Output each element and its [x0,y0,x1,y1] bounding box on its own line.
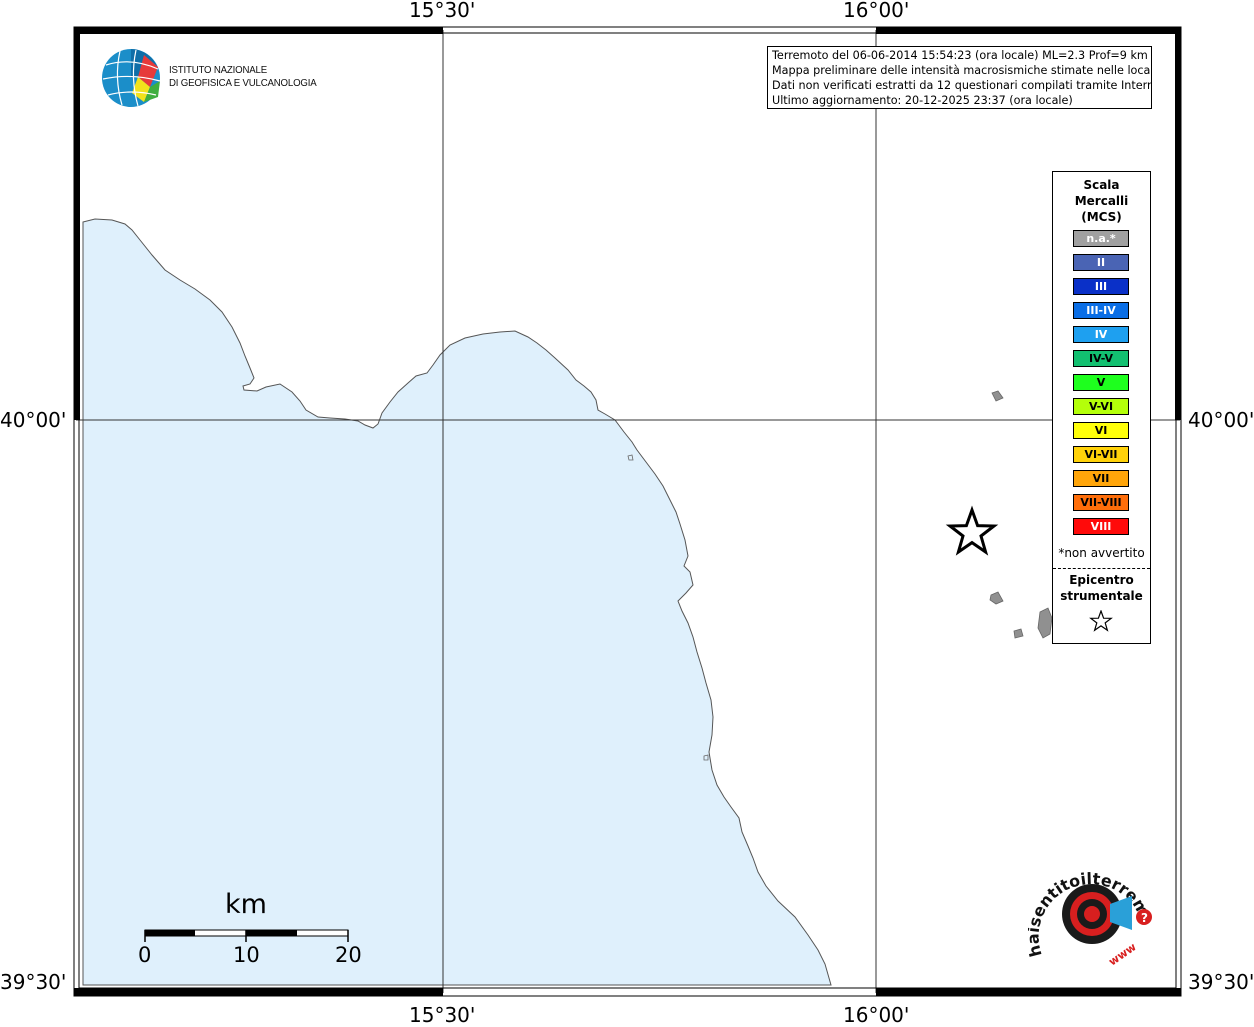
event-info-line2: Mappa preliminare delle intensità macros… [772,64,1151,77]
legend-epicenter-line2: strumentale [1060,589,1143,603]
ingv-name-line2: DI GEOFISICA E VULCANOLOGIA [169,77,317,89]
island [989,591,1004,605]
legend-title-line2: Mercalli [1074,194,1129,208]
lat-label-right-4000: 40°00' [1188,408,1254,432]
lon-label-bottom-1600: 16°00' [843,1003,910,1027]
lon-label-top-1600: 16°00' [843,0,910,22]
frame-outer [73,26,1182,997]
frame-bar [74,27,443,34]
legend-title-line1: Scala [1083,178,1120,192]
scale-tick-0: 0 [138,943,152,967]
lat-label-right-3930: 39°30' [1188,970,1254,994]
ingv-name: ISTITUTO NAZIONALE DI GEOFISICA E VULCAN… [169,64,317,90]
scale-tick-10: 10 [233,943,260,967]
legend-star-icon [1089,610,1113,632]
legend-class-viiviii: VII-VIII [1073,494,1129,511]
epicenter-star-icon [945,505,999,556]
event-info-line4: Ultimo aggiornamento: 20-12-2025 23:37 (… [772,94,1073,107]
event-info-line1: Terremoto del 06-06-2014 15:54:23 (ora l… [772,49,1148,62]
island [1013,628,1024,639]
event-info-line3: Dati non verificati estratti da 12 quest… [772,79,1151,92]
legend-epicenter-line1: Epicentro [1069,573,1134,587]
sea-area [82,218,832,986]
legend-class-vivii: VI-VII [1073,446,1129,463]
legend-class-viii: VIII [1073,518,1129,535]
legend-na-note: *non avvertito [1058,546,1145,560]
legend-class-ivv: IV-V [1073,350,1129,367]
scale-bar-graphic [144,929,349,942]
legend-class-iv: IV [1073,326,1129,343]
legend-title-line3: (MCS) [1081,210,1122,224]
scale-unit: km [225,889,267,920]
ingv-globe-logo [102,49,161,107]
map-frame [78,32,1177,989]
frame-bar [1175,27,1181,420]
legend-class-vii: VII [1073,470,1129,487]
legend-class-v: V [1073,374,1129,391]
haisentito-www: www [1106,940,1138,968]
island [991,390,1004,402]
scale-tick-20: 20 [335,943,362,967]
legend-class-ii: II [1073,254,1129,271]
legend-separator [1053,568,1150,569]
frame-bar [74,988,443,996]
svg-text:?: ? [1141,911,1148,925]
mcs-legend: Scala Mercalli (MCS) n.a.* II III III-IV IV I… [1052,171,1151,644]
haisentito-logo: haisentitoilterremoto.it ? www [1028,860,1154,968]
legend-class-na: n.a.* [1073,230,1129,247]
legend-class-iii: III [1073,278,1129,295]
lat-label-left-4000: 40°00' [0,408,67,432]
ingv-name-line1: ISTITUTO NAZIONALE [169,64,267,76]
island [627,454,634,461]
island [703,754,709,761]
frame-bar [74,27,80,420]
legend-epicenter-label: Epicentro strumentale [1053,572,1150,604]
legend-class-vvi: V-VI [1073,398,1129,415]
legend-title: Scala Mercalli (MCS) [1053,177,1150,225]
lon-label-top-1530: 15°30' [409,0,476,22]
frame-bar [876,27,1181,34]
event-info-box: Terremoto del 06-06-2014 15:54:23 (ora l… [767,46,1152,109]
island [1037,607,1053,639]
lon-label-bottom-1530: 15°30' [409,1003,476,1027]
legend-class-iiiiv: III-IV [1073,302,1129,319]
frame-bar [876,988,1181,996]
legend-class-vi: VI [1073,422,1129,439]
lat-label-left-3930: 39°30' [0,970,67,994]
